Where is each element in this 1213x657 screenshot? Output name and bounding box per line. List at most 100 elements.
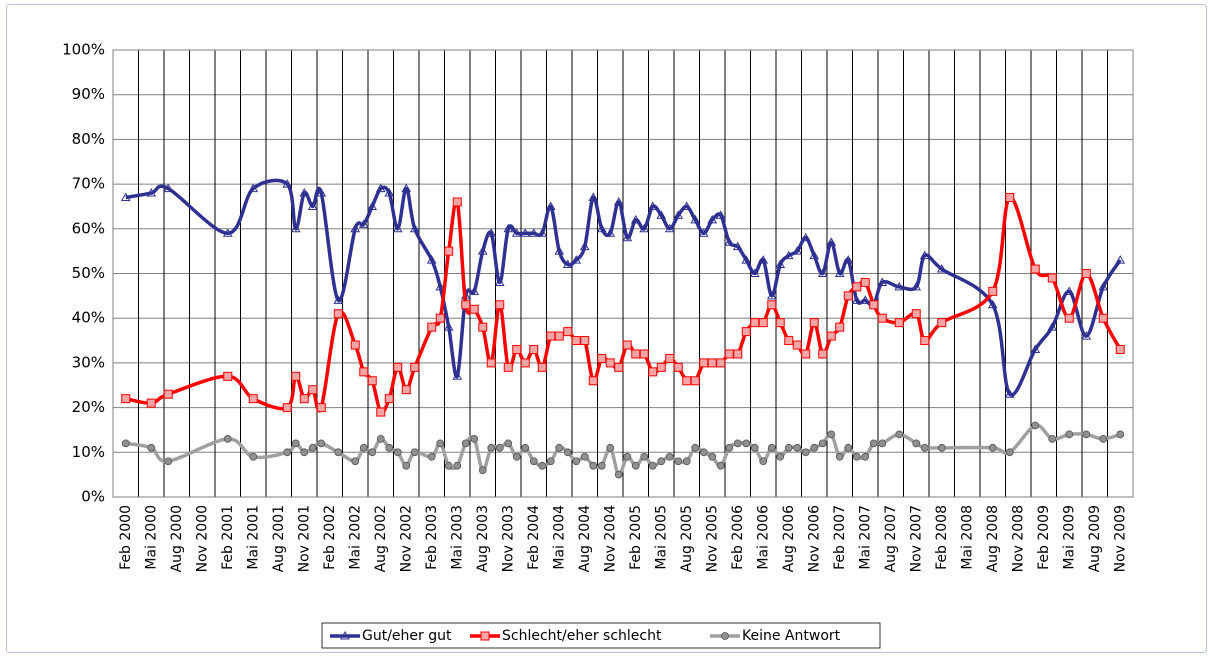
data-point (716, 358, 726, 368)
data-point (860, 277, 870, 287)
data-point (477, 246, 488, 255)
data-point (733, 349, 743, 359)
data-point (936, 264, 947, 273)
x-tick-label: Aug 2004 (577, 505, 593, 573)
data-point (248, 394, 258, 404)
data-point (708, 452, 717, 461)
x-tick-label: Mai 2002 (347, 505, 363, 570)
data-point (742, 439, 751, 448)
data-point (333, 295, 344, 304)
x-tick-label: Nov 2007 (908, 505, 924, 572)
x-tick-label: Aug 2000 (169, 505, 185, 572)
data-point (307, 201, 318, 210)
data-point (673, 210, 684, 219)
data-point (317, 439, 326, 448)
data-point (147, 443, 156, 452)
data-point (495, 443, 504, 452)
data-point (682, 376, 692, 386)
data-point (987, 299, 998, 309)
data-point (894, 318, 904, 328)
data-point (606, 443, 615, 452)
x-tick-label: Nov 2001 (296, 505, 312, 572)
data-point (529, 457, 538, 466)
data-point (691, 443, 700, 452)
data-point (835, 452, 844, 461)
data-point (291, 371, 301, 381)
data-point (538, 461, 547, 470)
data-point (486, 358, 496, 368)
x-tick-label: Aug 2005 (679, 505, 695, 572)
data-point (495, 300, 505, 310)
data-point (869, 439, 878, 448)
legend-marker (480, 631, 490, 641)
data-point (528, 228, 539, 237)
data-point (809, 318, 819, 328)
data-point (673, 362, 683, 372)
data-point (920, 336, 930, 346)
y-tick-label: 100% (62, 41, 105, 59)
data-point (622, 340, 632, 350)
data-point (664, 223, 675, 233)
data-point (350, 223, 361, 233)
data-point (359, 367, 369, 377)
x-tick-label: Feb 2008 (934, 505, 950, 570)
data-point (223, 371, 233, 381)
data-point (376, 407, 386, 417)
data-point (783, 250, 794, 260)
data-point (937, 443, 946, 452)
data-point (630, 214, 641, 224)
data-point (333, 309, 343, 319)
data-point (827, 430, 836, 439)
data-point (988, 443, 997, 452)
data-point (409, 223, 420, 233)
x-tick-label: Mai 2001 (245, 505, 261, 570)
data-point (291, 439, 300, 448)
data-point (681, 201, 692, 210)
data-point (657, 457, 666, 466)
data-point (861, 452, 870, 461)
data-point (384, 394, 394, 404)
data-point (520, 358, 530, 368)
data-point (300, 448, 309, 457)
data-point (589, 461, 598, 470)
y-tick-label: 30% (72, 353, 105, 371)
data-point (716, 461, 725, 470)
y-tick-label: 90% (72, 85, 105, 103)
data-point (784, 443, 793, 452)
data-point (1098, 281, 1109, 291)
data-point (1081, 269, 1091, 278)
x-tick-label: Mai 2004 (551, 505, 567, 570)
data-point (665, 452, 674, 461)
data-point (545, 201, 556, 210)
data-point (800, 232, 811, 242)
data-point (554, 246, 565, 255)
data-point (402, 461, 411, 470)
data-point (444, 461, 453, 470)
data-point (376, 434, 385, 443)
x-tick-label: Feb 2001 (220, 505, 236, 570)
x-tick-label: Feb 2004 (526, 505, 542, 570)
data-point (1082, 430, 1091, 439)
data-point (401, 385, 411, 395)
x-tick-label: Aug 2002 (373, 505, 389, 572)
data-point (503, 362, 513, 372)
data-point (410, 448, 419, 457)
legend-marker (721, 632, 729, 640)
x-tick-label: Mai 2005 (653, 505, 669, 570)
data-point (461, 300, 471, 310)
data-point (792, 340, 802, 350)
data-point (384, 188, 395, 197)
data-point (835, 322, 845, 332)
data-point (801, 448, 810, 457)
data-point (579, 241, 590, 251)
data-point (809, 250, 820, 260)
data-point (690, 214, 701, 224)
x-tick-label: Feb 2006 (730, 505, 746, 570)
data-point (699, 448, 708, 457)
data-point (308, 443, 317, 452)
data-point (146, 398, 156, 408)
grid (112, 49, 1133, 498)
data-point (563, 327, 573, 337)
data-point (588, 192, 599, 202)
x-tick-label: Nov 2004 (602, 505, 618, 572)
